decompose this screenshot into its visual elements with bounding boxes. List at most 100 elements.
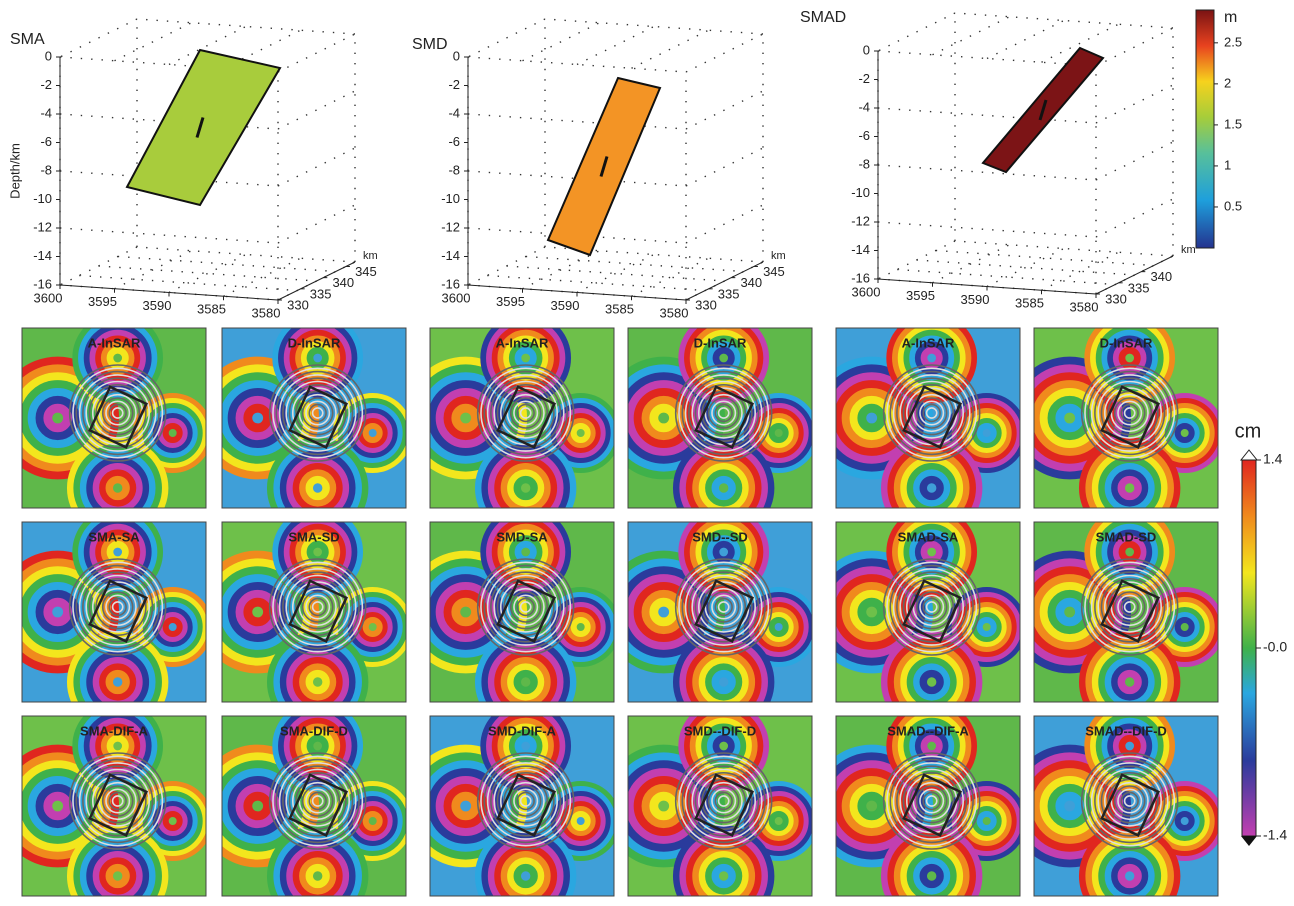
depth-tick-label: -16 xyxy=(441,276,460,291)
y-tick-label: 335 xyxy=(718,286,740,301)
slip-unit: m xyxy=(1224,9,1237,26)
panel-label: SMA-DIF-D xyxy=(280,723,348,738)
box-edge xyxy=(878,13,955,51)
box-edge xyxy=(1096,142,1173,180)
depth-tick-label: -4 xyxy=(40,105,52,120)
box-edge xyxy=(468,114,686,129)
panel-label: SMA-DIF-A xyxy=(80,723,148,738)
panel-title: SMAD xyxy=(800,9,846,26)
panel-label: SMD--SD xyxy=(692,529,748,544)
x-tick-label: 3580 xyxy=(660,305,689,320)
depth-tick-label: -8 xyxy=(858,156,870,171)
depth-tick-label: -6 xyxy=(40,134,52,149)
y-tick-label: 345 xyxy=(763,264,785,279)
y-tick-label: 340 xyxy=(740,275,762,290)
depth-tick-label: -4 xyxy=(448,105,460,120)
slip-tick-label: 1.5 xyxy=(1224,116,1242,131)
panel-label: SMAD-SD xyxy=(1096,529,1157,544)
panel-title: SMA xyxy=(10,31,45,48)
box-edge xyxy=(686,91,763,129)
box-edge xyxy=(1096,199,1173,237)
box-edge xyxy=(137,19,355,34)
y-tick-label: 330 xyxy=(1105,291,1127,306)
depth-tick-label: -14 xyxy=(441,248,460,263)
slip-tick-label: 2 xyxy=(1224,75,1231,90)
x-tick-label: 3590 xyxy=(143,298,172,313)
box-edge xyxy=(545,19,763,34)
x-tick-label: 3580 xyxy=(1070,299,1099,314)
depth-tick-label: -8 xyxy=(448,162,460,177)
y-unit: km xyxy=(1181,244,1196,256)
box-edge xyxy=(878,165,1096,180)
x-tick-label: 3595 xyxy=(88,294,117,309)
arrow-bottom xyxy=(1241,836,1257,846)
box-edge xyxy=(278,148,355,186)
los-unit: cm xyxy=(1235,420,1262,442)
x-tick-label: 3595 xyxy=(906,288,935,303)
y-unit: km xyxy=(363,250,378,262)
y-tick-label: 340 xyxy=(1150,269,1172,284)
panel-title: SMD xyxy=(412,36,448,53)
panel-label: A-InSAR xyxy=(496,335,549,350)
depth-tick-label: -6 xyxy=(448,134,460,149)
box-edge xyxy=(115,251,192,289)
depth-tick-label: -16 xyxy=(851,270,870,285)
box-edge xyxy=(224,258,301,296)
x-tick-label: 3585 xyxy=(605,302,634,317)
panel-label: SMD--DIF-D xyxy=(684,723,756,738)
los-tick-label: -0.0 xyxy=(1263,639,1287,655)
box-edge xyxy=(278,205,355,243)
box-edge xyxy=(878,108,1096,123)
box-edge xyxy=(632,258,709,296)
slip-tick-label: 2.5 xyxy=(1224,34,1242,49)
box-edge xyxy=(933,245,1010,283)
depth-tick-label: 0 xyxy=(863,42,870,57)
panel-label: SMD-SA xyxy=(496,529,548,544)
los-tick-label: 1.4 xyxy=(1263,451,1283,467)
depth-tick-label: -12 xyxy=(33,219,52,234)
y-tick-label: 330 xyxy=(695,297,717,312)
depth-label: Depth/km xyxy=(7,143,22,199)
x-tick-label: 3585 xyxy=(1015,296,1044,311)
panel-label: SMA-SD xyxy=(288,529,339,544)
depth-tick-label: -12 xyxy=(851,213,870,228)
y-tick-label: 340 xyxy=(332,275,354,290)
depth-tick-label: -16 xyxy=(33,276,52,291)
y-unit: km xyxy=(771,250,786,262)
depth-tick-label: -12 xyxy=(441,219,460,234)
x-tick-label: 3600 xyxy=(34,290,63,305)
panel-label: SMAD--DIF-A xyxy=(887,723,969,738)
depth-tick-label: -2 xyxy=(448,77,460,92)
box-edge xyxy=(278,34,355,72)
slip-tick-label: 1 xyxy=(1224,157,1231,172)
depth-tick-label: -8 xyxy=(40,162,52,177)
panel-label: A-InSAR xyxy=(88,335,141,350)
y-tick-label: 330 xyxy=(287,297,309,312)
depth-tick-label: -2 xyxy=(40,77,52,92)
x-tick-label: 3600 xyxy=(852,284,881,299)
box-edge xyxy=(878,222,1096,237)
los-colorbar xyxy=(1242,460,1256,836)
panel-label: A-InSAR xyxy=(902,335,955,350)
panel-label: D-InSAR xyxy=(288,335,341,350)
depth-tick-label: -14 xyxy=(33,248,52,263)
box-edge xyxy=(632,30,709,68)
box-edge xyxy=(686,34,763,72)
x-tick-label: 3595 xyxy=(496,294,525,309)
box-edge xyxy=(1042,252,1119,290)
fault-plane xyxy=(127,50,280,205)
figure: SMA0-2-4-6-8-10-12-14-16Depth/km36003595… xyxy=(0,0,1294,906)
x-tick-label: 3580 xyxy=(252,305,281,320)
depth-tick-label: 0 xyxy=(45,48,52,63)
panel-label: SMD-DIF-A xyxy=(488,723,556,738)
panel-label: SMA-SA xyxy=(88,529,140,544)
panel-label: SMAD--DIF-D xyxy=(1085,723,1167,738)
depth-tick-label: -4 xyxy=(858,99,870,114)
box-edge xyxy=(955,13,1173,28)
depth-tick-label: -10 xyxy=(851,185,870,200)
panel-label: SMAD-SA xyxy=(898,529,959,544)
fault-box xyxy=(878,13,1173,294)
y-tick-label: 345 xyxy=(355,264,377,279)
depth-tick-label: -10 xyxy=(441,191,460,206)
slip-colorbar xyxy=(1196,10,1214,248)
